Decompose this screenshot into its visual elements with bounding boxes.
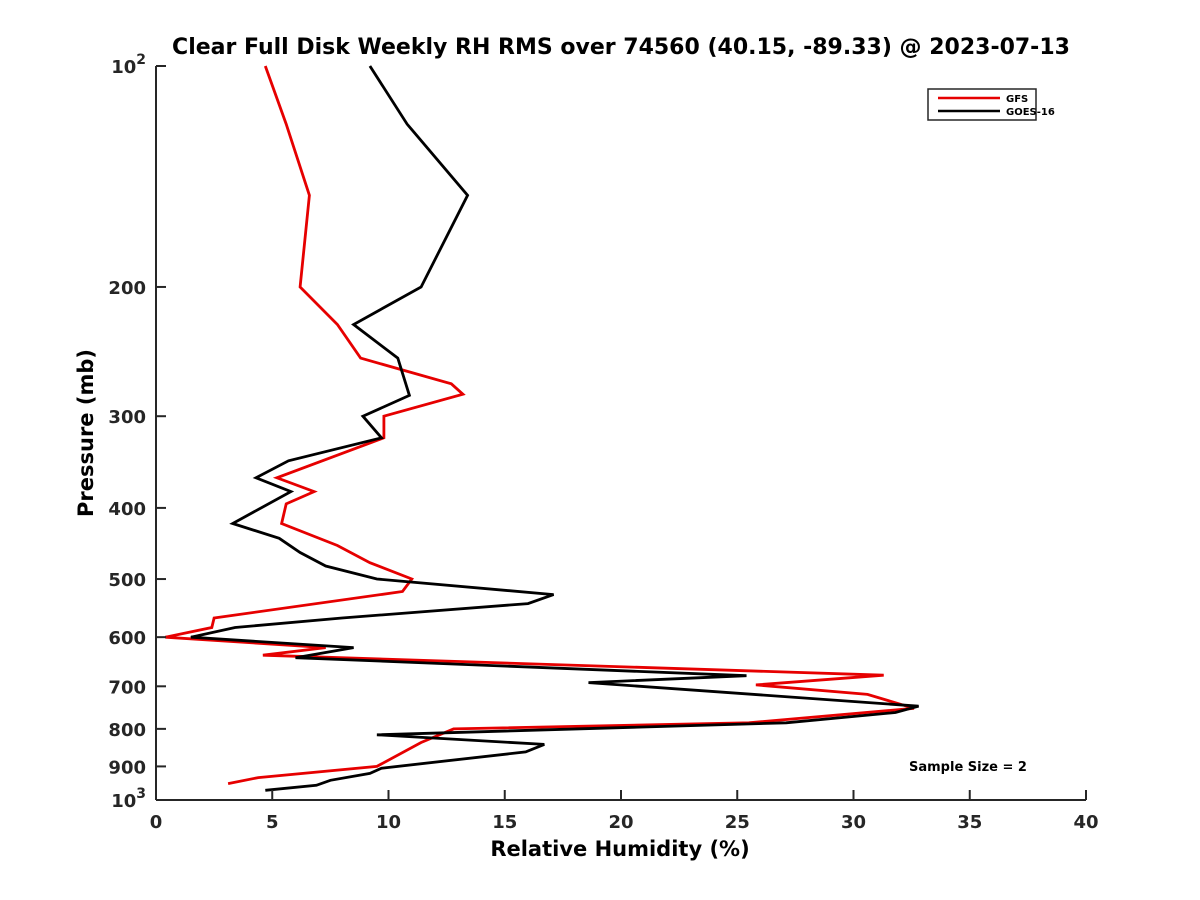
y-tick-label: 200 bbox=[108, 278, 146, 299]
x-tick-label: 40 bbox=[1073, 812, 1098, 833]
series-line-goes-16 bbox=[190, 65, 919, 792]
series-line-gfs bbox=[165, 65, 915, 785]
x-tick-label: 25 bbox=[725, 812, 750, 833]
y-tick-label: 900 bbox=[108, 757, 146, 778]
y-tick-label: 600 bbox=[108, 628, 146, 649]
x-axis-label: Relative Humidity (%) bbox=[490, 837, 749, 861]
x-tick-label: 20 bbox=[608, 812, 633, 833]
y-axis-label: Pressure (mb) bbox=[74, 349, 98, 517]
x-tick-label: 35 bbox=[957, 812, 982, 833]
x-tick-label: 0 bbox=[150, 812, 163, 833]
axes-layer bbox=[155, 66, 1086, 801]
y-tick-label: 500 bbox=[108, 570, 146, 591]
ticks-layer: 0 5 10 15 20 25 30 35 40 102 200 300 400 500 600 700 800… bbox=[108, 52, 1098, 833]
y-tick-label: 300 bbox=[108, 407, 146, 428]
legend-box bbox=[927, 88, 1037, 121]
y-tick-label: 102 bbox=[111, 52, 146, 78]
legend: GFS GOES-16 bbox=[927, 88, 1055, 121]
y-tick-label: 700 bbox=[108, 677, 146, 698]
chart-title: Clear Full Disk Weekly RH RMS over 74560… bbox=[172, 35, 1070, 60]
x-tick-label: 30 bbox=[841, 812, 866, 833]
legend-label: GOES-16 bbox=[1006, 107, 1055, 118]
x-tick-label: 5 bbox=[266, 812, 279, 833]
sample-size-annotation: Sample Size = 2 bbox=[909, 760, 1027, 775]
series-layer bbox=[165, 65, 919, 792]
y-tick-label: 800 bbox=[108, 720, 146, 741]
y-tick-label: 400 bbox=[108, 499, 146, 520]
y-tick-label: 103 bbox=[111, 786, 146, 812]
x-tick-label: 15 bbox=[492, 812, 517, 833]
legend-label: GFS bbox=[1006, 94, 1028, 105]
x-tick-label: 10 bbox=[376, 812, 401, 833]
